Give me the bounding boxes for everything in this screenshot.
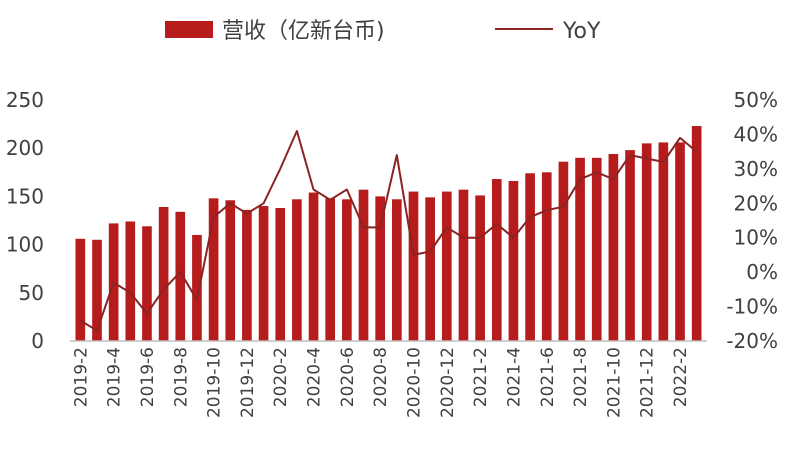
x-tick-label: 2019-6	[138, 347, 158, 407]
x-tick-label: 2019-2	[71, 347, 91, 407]
x-axis-ticks: 2019-2 2019-4 2019-6 2019-8 2019-10 2019-12 20…	[71, 347, 691, 418]
revenue-bar	[242, 209, 252, 341]
revenue-bar	[491, 179, 502, 341]
x-tick-label: 2019-10	[205, 347, 225, 418]
yoy-series-line	[79, 130, 698, 332]
revenue-bar	[275, 207, 286, 341]
right-tick-label: 0%	[746, 260, 778, 284]
left-tick-label: 150	[6, 184, 44, 208]
x-tick-label: 2021-2	[471, 347, 491, 407]
revenue-bar	[575, 157, 585, 341]
revenue-bar	[258, 206, 269, 341]
revenue-bar	[558, 161, 569, 341]
revenue-bar	[508, 180, 519, 341]
legend: 营收（亿新台币) YoY	[165, 19, 601, 44]
left-tick-label: 100	[6, 233, 44, 257]
x-tick-label: 2022-2	[671, 347, 691, 407]
revenue-bar	[625, 150, 635, 341]
x-tick-label: 2020-6	[338, 347, 358, 407]
x-tick-label: 2020-8	[371, 347, 391, 407]
revenue-bar	[292, 199, 302, 341]
x-tick-label: 2021-10	[604, 347, 624, 418]
revenue-bar	[358, 189, 369, 341]
x-tick-label: 2021-8	[571, 347, 591, 407]
revenue-bar	[458, 189, 469, 341]
x-tick-label: 2019-4	[105, 347, 125, 407]
revenue-bar	[641, 143, 652, 341]
revenue-bar	[541, 172, 552, 341]
right-tick-label: 50%	[734, 88, 778, 112]
left-y-axis: 0 50 100 150 200 250	[6, 88, 44, 353]
revenue-bar	[591, 157, 602, 341]
revenue-bar	[342, 199, 352, 341]
right-y-axis: -20% -10% 0% 10% 20% 30% 40% 50%	[726, 88, 778, 353]
revenue-bar	[408, 191, 419, 341]
revenue-bars	[75, 126, 702, 341]
revenue-bar	[92, 239, 102, 341]
revenue-bar	[691, 126, 702, 341]
revenue-bar	[525, 173, 535, 341]
right-tick-label: 40%	[734, 122, 778, 146]
revenue-bar	[75, 238, 86, 341]
right-tick-label: -10%	[726, 295, 778, 319]
revenue-bar	[608, 153, 619, 341]
revenue-bar	[125, 221, 136, 341]
x-tick-label: 2021-12	[638, 347, 658, 418]
left-tick-label: 50	[19, 281, 44, 305]
revenue-bar	[391, 199, 402, 341]
right-tick-label: -20%	[726, 329, 778, 353]
yoy-line	[79, 130, 698, 332]
right-tick-label: 30%	[734, 157, 778, 181]
revenue-bar	[142, 226, 152, 341]
revenue-bar	[308, 192, 319, 341]
x-tick-label: 2020-4	[305, 347, 325, 407]
x-tick-label: 2020-2	[271, 347, 291, 407]
right-tick-label: 20%	[734, 191, 778, 215]
revenue-bar	[475, 195, 485, 341]
legend-label-yoy: YoY	[562, 19, 601, 44]
x-tick-label: 2020-12	[438, 347, 458, 418]
x-tick-label: 2020-10	[404, 347, 424, 418]
revenue-bar	[208, 198, 219, 341]
x-tick-label: 2019-8	[171, 347, 191, 407]
left-tick-label: 0	[31, 329, 44, 353]
left-tick-label: 250	[6, 88, 44, 112]
revenue-bar	[192, 234, 202, 341]
x-tick-label: 2021-4	[504, 347, 524, 407]
revenue-bar	[375, 196, 386, 341]
x-tick-label: 2021-6	[538, 347, 558, 407]
revenue-bar	[158, 207, 169, 341]
revenue-bar	[658, 142, 669, 341]
revenue-bar	[325, 198, 336, 341]
revenue-bar	[225, 200, 236, 341]
legend-swatch-revenue	[165, 21, 213, 38]
revenue-bar	[675, 142, 685, 341]
legend-label-revenue: 营收（亿新台币)	[222, 19, 385, 44]
x-tick-label: 2019-12	[238, 347, 258, 418]
revenue-bar	[175, 211, 186, 341]
right-tick-label: 10%	[734, 226, 778, 250]
revenue-bar	[441, 191, 452, 341]
revenue-bar	[425, 197, 435, 341]
left-tick-label: 200	[6, 136, 44, 160]
